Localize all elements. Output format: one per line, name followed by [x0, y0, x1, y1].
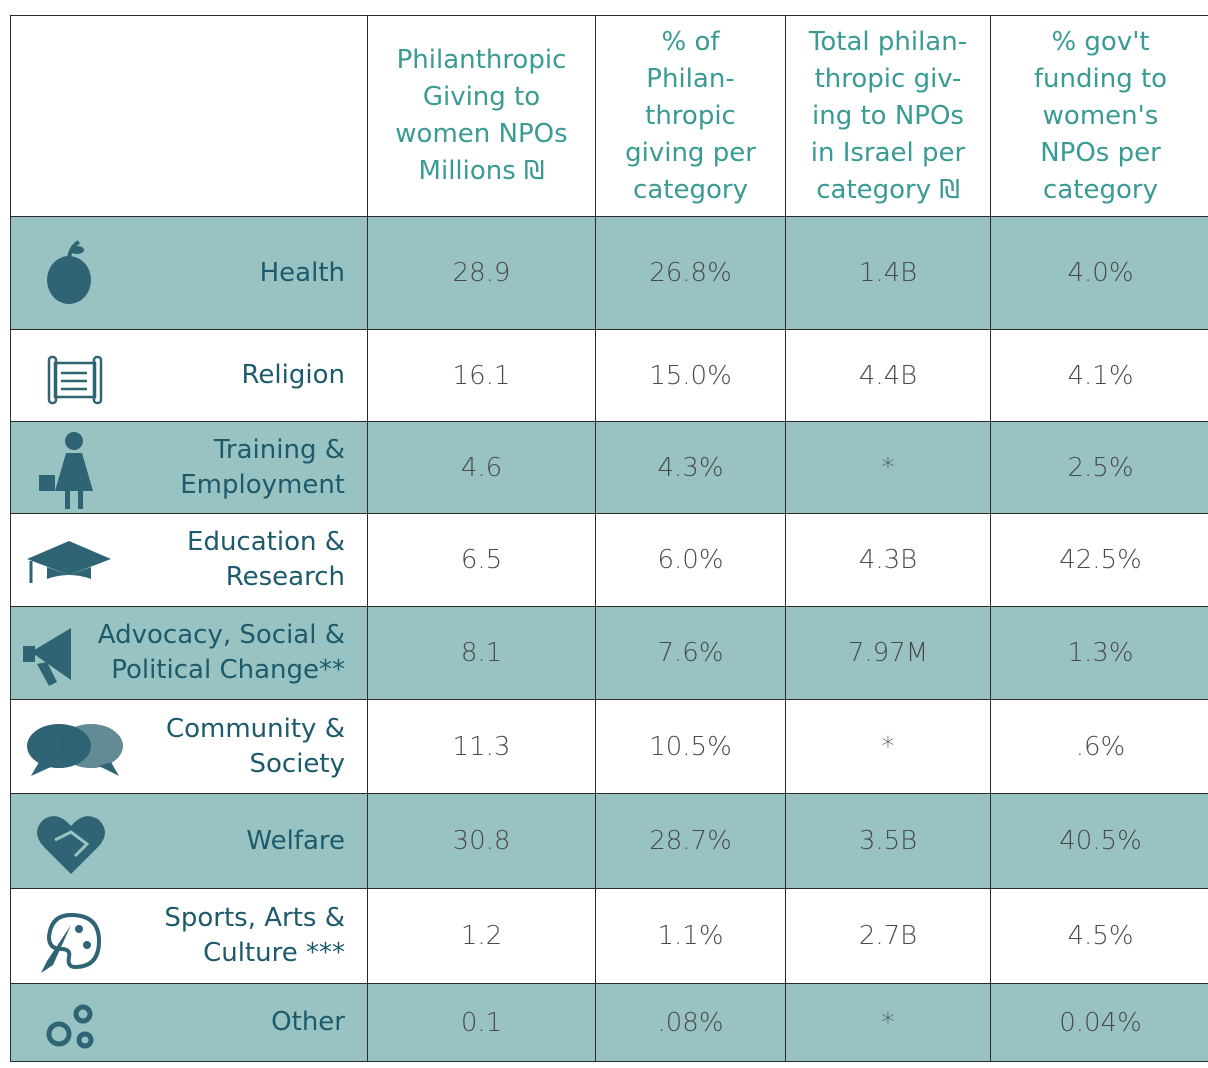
value-cell: 6.0%: [596, 514, 786, 607]
table-container: Philanthropic Giving to women NPOs Milli…: [10, 15, 1208, 1062]
value-cell: 7.6%: [596, 607, 786, 700]
column-header: [11, 16, 368, 217]
value-cell: 2.7B: [786, 889, 991, 984]
value-cell: 6.5: [368, 514, 596, 607]
value-cell: 42.5%: [991, 514, 1208, 607]
value-cell: *: [786, 700, 991, 794]
value-cell: 1.1%: [596, 889, 786, 984]
category-icon: [19, 423, 129, 513]
column-header: Total philan- thropic giv- ing to NPOs i…: [786, 16, 991, 217]
value-cell: 11.3: [368, 700, 596, 794]
value-cell: 15.0%: [596, 330, 786, 422]
category-label: Training & Employment: [11, 422, 368, 514]
category-label: Welfare: [11, 794, 368, 889]
category-icon: [19, 891, 129, 981]
category-icon: [19, 702, 129, 792]
category-label: Education & Research: [11, 514, 368, 607]
value-cell: 1.3%: [991, 607, 1208, 700]
value-cell: 1.2: [368, 889, 596, 984]
value-cell: 10.5%: [596, 700, 786, 794]
category-label: Advocacy, Social & Political Change**: [11, 607, 368, 700]
value-cell: *: [786, 422, 991, 514]
category-label: Health: [11, 217, 368, 330]
category-icon: [19, 228, 129, 318]
value-cell: .08%: [596, 984, 786, 1062]
value-cell: 26.8%: [596, 217, 786, 330]
category-icon: [19, 978, 129, 1068]
category-label: Religion: [11, 330, 368, 422]
value-cell: 3.5B: [786, 794, 991, 889]
data-table: Philanthropic Giving to women NPOs Milli…: [10, 15, 1208, 1062]
value-cell: 30.8: [368, 794, 596, 889]
category-icon: [19, 608, 129, 698]
category-icon: [19, 796, 129, 886]
value-cell: 2.5%: [991, 422, 1208, 514]
value-cell: 16.1: [368, 330, 596, 422]
value-cell: 4.5%: [991, 889, 1208, 984]
value-cell: 4.3B: [786, 514, 991, 607]
value-cell: 0.04%: [991, 984, 1208, 1062]
category-icon: [19, 331, 129, 421]
value-cell: 4.6: [368, 422, 596, 514]
column-header: Philanthropic Giving to women NPOs Milli…: [368, 16, 596, 217]
value-cell: 7.97M: [786, 607, 991, 700]
value-cell: 4.4B: [786, 330, 991, 422]
header-row: Philanthropic Giving to women NPOs Milli…: [11, 16, 1208, 217]
value-cell: 28.9: [368, 217, 596, 330]
column-header: % of Philan- thropic giving per category: [596, 16, 786, 217]
column-header: % gov't funding to women's NPOs per cate…: [991, 16, 1208, 217]
value-cell: 0.1: [368, 984, 596, 1062]
value-cell: 8.1: [368, 607, 596, 700]
value-cell: 4.1%: [991, 330, 1208, 422]
value-cell: 4.0%: [991, 217, 1208, 330]
category-label: Community & Society: [11, 700, 368, 794]
value-cell: 28.7%: [596, 794, 786, 889]
category-label: Other: [11, 984, 368, 1062]
value-cell: 40.5%: [991, 794, 1208, 889]
category-icon: [19, 515, 129, 605]
value-cell: *: [786, 984, 991, 1062]
value-cell: 4.3%: [596, 422, 786, 514]
value-cell: .6%: [991, 700, 1208, 794]
table-row: Advocacy, Social & Political Change**8.1…: [11, 607, 1208, 700]
value-cell: 1.4B: [786, 217, 991, 330]
category-label: Sports, Arts & Culture ***: [11, 889, 368, 984]
